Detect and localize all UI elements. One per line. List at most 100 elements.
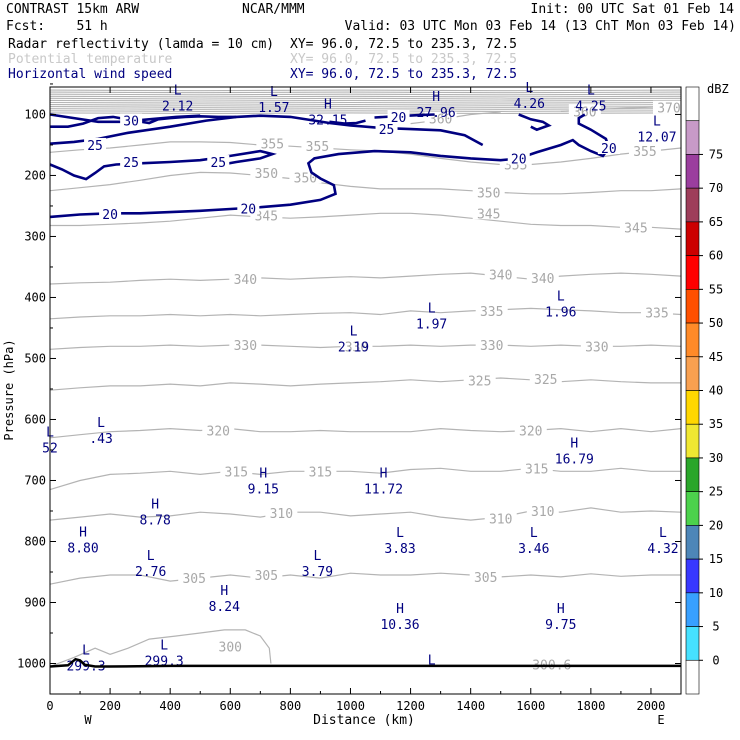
extremum-value: 3.83 <box>384 542 415 557</box>
theta-contour-335 <box>49 307 682 320</box>
wind-label-bg <box>375 122 398 136</box>
extremum-value: 4.26 <box>514 97 545 112</box>
theta-contour-300 <box>49 629 272 668</box>
colorbar-cell <box>685 356 700 391</box>
x-tick-label: 1400 <box>456 699 485 713</box>
x-tick-label: 1800 <box>576 699 605 713</box>
theta-label: 335 <box>480 305 503 320</box>
theta-label: 310 <box>270 507 293 522</box>
extremum-marker: H <box>380 466 388 481</box>
colorbar-cell <box>685 558 700 594</box>
wind-contour-20 <box>518 113 552 132</box>
y-tick-label: 700 <box>24 473 46 487</box>
wind-label: 20 <box>391 111 407 126</box>
theta-label: 330 <box>480 339 503 354</box>
colorbar-label: 70 <box>709 181 723 195</box>
extremum-value: 4.25 <box>575 99 606 114</box>
extremum-marker: H <box>557 602 565 617</box>
wind-label: 20 <box>102 208 118 223</box>
wind-label-bg <box>120 155 143 169</box>
colorbar-cell <box>685 86 700 122</box>
wind-label: 20 <box>240 202 256 217</box>
colorbar-label: 60 <box>709 249 723 263</box>
theta-label: 355 <box>306 140 329 155</box>
theta-label-bg <box>529 372 562 386</box>
colorbar-label: 45 <box>709 350 723 364</box>
theta-label-bg <box>526 503 559 517</box>
wind-contour-20 <box>329 119 366 125</box>
y-axis-label: Pressure (hPa) <box>2 339 16 440</box>
theta-label: 355 <box>633 145 656 160</box>
theta-label-bg <box>640 305 673 319</box>
wind-label-bg <box>84 137 107 151</box>
theta-label: 340 <box>489 268 512 283</box>
extremum-value: 8.24 <box>209 600 240 615</box>
colorbar-cell <box>685 255 700 290</box>
theta-label: 340 <box>531 272 554 287</box>
y-tick-label: 200 <box>24 168 46 182</box>
model-title: CONTRAST 15km ARW <box>6 2 139 17</box>
extremum-value: 299.3 <box>66 659 105 674</box>
wind-label: 25 <box>379 123 395 138</box>
wind-contour-25 <box>49 114 484 147</box>
theta-label: 300 <box>219 640 242 655</box>
theta-label-bg <box>475 303 508 317</box>
theta-label: 355 <box>261 138 284 153</box>
theta-contour-340 <box>49 272 682 285</box>
extremum-marker: H <box>396 602 404 617</box>
x-tick-label: 600 <box>219 699 241 713</box>
field-name-reflectivity: Radar reflectivity (lamda = 10 cm) <box>8 37 274 52</box>
theta-contour-345 <box>50 212 682 230</box>
plot-background <box>50 87 681 694</box>
extremum-marker: L <box>147 549 155 564</box>
x-tick-label: 800 <box>280 699 302 713</box>
extremum-value: 9.15 <box>248 482 279 497</box>
colorbar-unit: dBZ <box>707 82 729 96</box>
theta-label: 315 <box>309 465 332 480</box>
colorbar-label: 65 <box>709 215 723 229</box>
theta-label-bg <box>202 423 235 437</box>
extremum-value: 10.36 <box>380 618 419 633</box>
colorbar-label: 25 <box>709 485 723 499</box>
extremum-value: 1.96 <box>545 306 576 321</box>
wind-label-bg <box>597 141 620 155</box>
theta-label-bg <box>514 423 547 437</box>
extremum-value: 27.96 <box>417 106 456 121</box>
extremum-value: 2.76 <box>135 565 166 580</box>
colorbar-label: 10 <box>709 586 723 600</box>
theta-label-bg <box>484 511 517 525</box>
theta-contour-315 <box>49 467 681 491</box>
valid-time: Valid: 03 UTC Mon 03 Feb 14 (13 ChT Mon … <box>345 19 736 34</box>
theta-label-bg <box>469 569 502 583</box>
wind-label: 20 <box>601 142 617 157</box>
colorbar-cell <box>685 491 700 526</box>
x-tick-label: 200 <box>99 699 121 713</box>
theta-contour-upper <box>49 93 682 96</box>
extremum-marker: L <box>174 83 182 98</box>
theta-label: 305 <box>182 572 205 587</box>
theta-label: 315 <box>225 465 248 480</box>
wind-label-bg <box>120 113 143 127</box>
extremum-marker: H <box>220 584 228 599</box>
field-name-theta: Potential temperature <box>8 52 173 67</box>
theta-label-bg <box>535 657 568 671</box>
theta-label: 330 <box>585 340 608 355</box>
wind-label: 20 <box>511 152 527 167</box>
colorbar-label: 15 <box>709 552 723 566</box>
theta-label: 345 <box>624 221 647 236</box>
wind-label: 25 <box>87 139 103 154</box>
colorbar-cell <box>685 221 700 256</box>
extremum-marker: L <box>659 526 667 541</box>
theta-contour-upper <box>49 104 682 106</box>
extremum-marker: L <box>396 526 404 541</box>
extremum-marker: L <box>557 290 565 305</box>
theta-label: 350 <box>255 167 278 182</box>
extremum-value: 1.57 <box>258 101 289 116</box>
theta-label: 315 <box>525 462 548 477</box>
theta-contour-355 <box>49 141 682 166</box>
theta-contour-325 <box>49 377 681 391</box>
y-axis: 100 200 300 400 500 600 700 800 900 1000 <box>17 83 681 695</box>
extremum-marker: H <box>151 498 159 513</box>
theta-label-bg <box>340 339 373 353</box>
